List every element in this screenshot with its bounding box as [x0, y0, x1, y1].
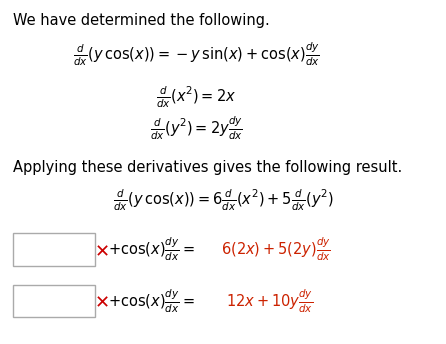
- Text: $\frac{d}{dx}(y^2) = 2y\frac{dy}{dx}$: $\frac{d}{dx}(y^2) = 2y\frac{dy}{dx}$: [150, 115, 242, 142]
- Text: ✕: ✕: [94, 243, 109, 261]
- Bar: [13, 284, 95, 317]
- Text: Applying these derivatives gives the following result.: Applying these derivatives gives the fol…: [13, 160, 402, 175]
- Text: $\frac{d}{dx}(y\,\cos(x)) = 6\frac{d}{dx}(x^2) + 5\frac{d}{dx}(y^2)$: $\frac{d}{dx}(y\,\cos(x)) = 6\frac{d}{dx…: [113, 187, 334, 213]
- Text: $\frac{d}{dx}(x^2) = 2x$: $\frac{d}{dx}(x^2) = 2x$: [156, 85, 236, 110]
- Text: $+ \cos(x)\frac{dy}{dx} =$: $+ \cos(x)\frac{dy}{dx} =$: [108, 287, 194, 315]
- Bar: [13, 234, 95, 266]
- Text: ✕: ✕: [94, 294, 109, 312]
- Text: $+ \cos(x)\frac{dy}{dx} =$: $+ \cos(x)\frac{dy}{dx} =$: [108, 235, 194, 262]
- Text: $\frac{d}{dx}(y\,\cos(x)) = -y\,\sin(x) + \cos(x)\frac{dy}{dx}$: $\frac{d}{dx}(y\,\cos(x)) = -y\,\sin(x) …: [73, 41, 319, 68]
- Text: $6(2x) + 5(2y)\frac{dy}{dx}$: $6(2x) + 5(2y)\frac{dy}{dx}$: [221, 235, 331, 262]
- Text: $12x + 10y\frac{dy}{dx}$: $12x + 10y\frac{dy}{dx}$: [227, 287, 314, 315]
- Text: We have determined the following.: We have determined the following.: [13, 13, 270, 28]
